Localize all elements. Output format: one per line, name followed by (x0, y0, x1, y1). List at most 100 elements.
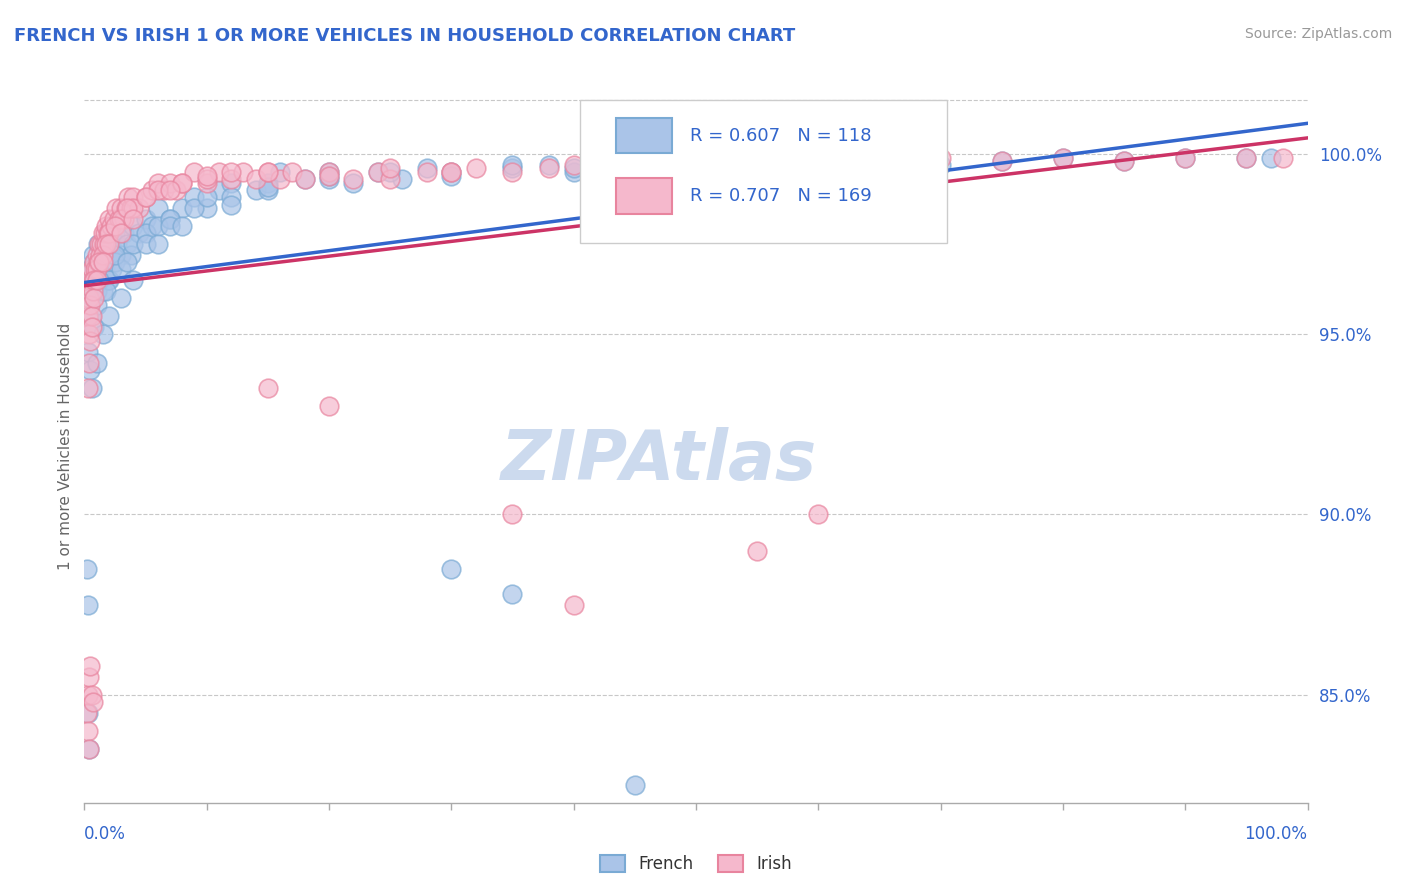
Point (83, 273, 105, 287)
Point (122, 273, 145, 287)
Point (172, 176, 194, 190)
Point (77, 345, 100, 359)
Point (77, 741, 100, 756)
Point (79, 298, 101, 312)
Point (94, 227, 117, 241)
Point (318, 400, 340, 414)
Point (624, 158, 647, 172)
Point (685, 154, 707, 169)
Point (929, 158, 952, 172)
Point (115, 255, 138, 269)
Point (93, 255, 115, 269)
Point (77, 598, 100, 612)
Point (146, 176, 169, 190)
Point (97, 310, 120, 324)
Point (257, 176, 280, 190)
Point (747, 158, 769, 172)
Point (80, 291, 103, 305)
Point (929, 151, 952, 165)
Point (80, 320, 103, 334)
Point (76, 706, 98, 720)
Point (661, 158, 683, 172)
Point (96, 237, 118, 252)
Point (146, 201, 169, 215)
FancyBboxPatch shape (616, 178, 672, 214)
Point (562, 158, 585, 172)
Point (245, 172, 267, 186)
Point (501, 161, 523, 176)
Point (146, 219, 169, 234)
Point (79, 262, 101, 277)
Point (82, 284, 104, 298)
Point (281, 165, 304, 179)
Point (440, 165, 463, 179)
Point (367, 165, 389, 179)
Point (98, 248, 121, 262)
Point (100, 219, 122, 234)
Point (747, 543, 769, 558)
Point (380, 172, 402, 186)
Point (87, 237, 110, 252)
Point (624, 778, 647, 792)
Point (146, 183, 169, 197)
Point (79, 363, 101, 377)
Point (94, 262, 117, 277)
Point (76, 561, 98, 575)
Point (183, 165, 205, 179)
Point (83, 255, 105, 269)
Point (991, 154, 1014, 169)
Point (122, 219, 145, 234)
Point (89, 255, 111, 269)
Point (294, 172, 316, 186)
Point (86, 284, 108, 298)
Point (501, 587, 523, 601)
Point (77, 310, 100, 324)
Point (869, 154, 891, 169)
Point (97, 211, 120, 226)
Point (77, 291, 100, 305)
Point (84, 273, 107, 287)
Point (77, 327, 100, 342)
Point (87, 237, 110, 252)
Point (105, 201, 128, 215)
Point (84, 262, 107, 277)
Point (257, 165, 280, 179)
Point (416, 161, 439, 176)
Point (80, 262, 103, 277)
Point (89, 248, 111, 262)
Point (104, 255, 127, 269)
Point (807, 508, 830, 522)
Point (183, 201, 205, 215)
Point (105, 237, 128, 252)
Point (318, 169, 340, 183)
Point (80, 688, 103, 702)
Text: R = 0.707   N = 169: R = 0.707 N = 169 (690, 187, 872, 205)
Point (440, 169, 463, 183)
Point (807, 154, 830, 169)
Point (97, 273, 120, 287)
Point (538, 161, 561, 176)
Text: FRENCH VS IRISH 1 OR MORE VEHICLES IN HOUSEHOLD CORRELATION CHART: FRENCH VS IRISH 1 OR MORE VEHICLES IN HO… (14, 27, 796, 45)
Point (104, 248, 127, 262)
Point (77, 706, 100, 720)
Point (318, 172, 340, 186)
Text: Source: ZipAtlas.com: Source: ZipAtlas.com (1244, 27, 1392, 41)
Point (342, 172, 364, 186)
Point (562, 598, 585, 612)
Point (991, 154, 1014, 169)
Point (135, 190, 157, 204)
Point (661, 158, 683, 172)
Point (747, 158, 769, 172)
Point (440, 165, 463, 179)
Point (112, 211, 135, 226)
Point (122, 190, 145, 204)
Point (257, 179, 280, 194)
Point (195, 190, 218, 204)
Point (101, 262, 124, 277)
Point (269, 172, 291, 186)
Text: ZIPAtlas: ZIPAtlas (501, 427, 817, 494)
FancyBboxPatch shape (579, 100, 946, 243)
FancyBboxPatch shape (616, 118, 672, 153)
Point (172, 176, 194, 190)
Point (624, 161, 647, 176)
